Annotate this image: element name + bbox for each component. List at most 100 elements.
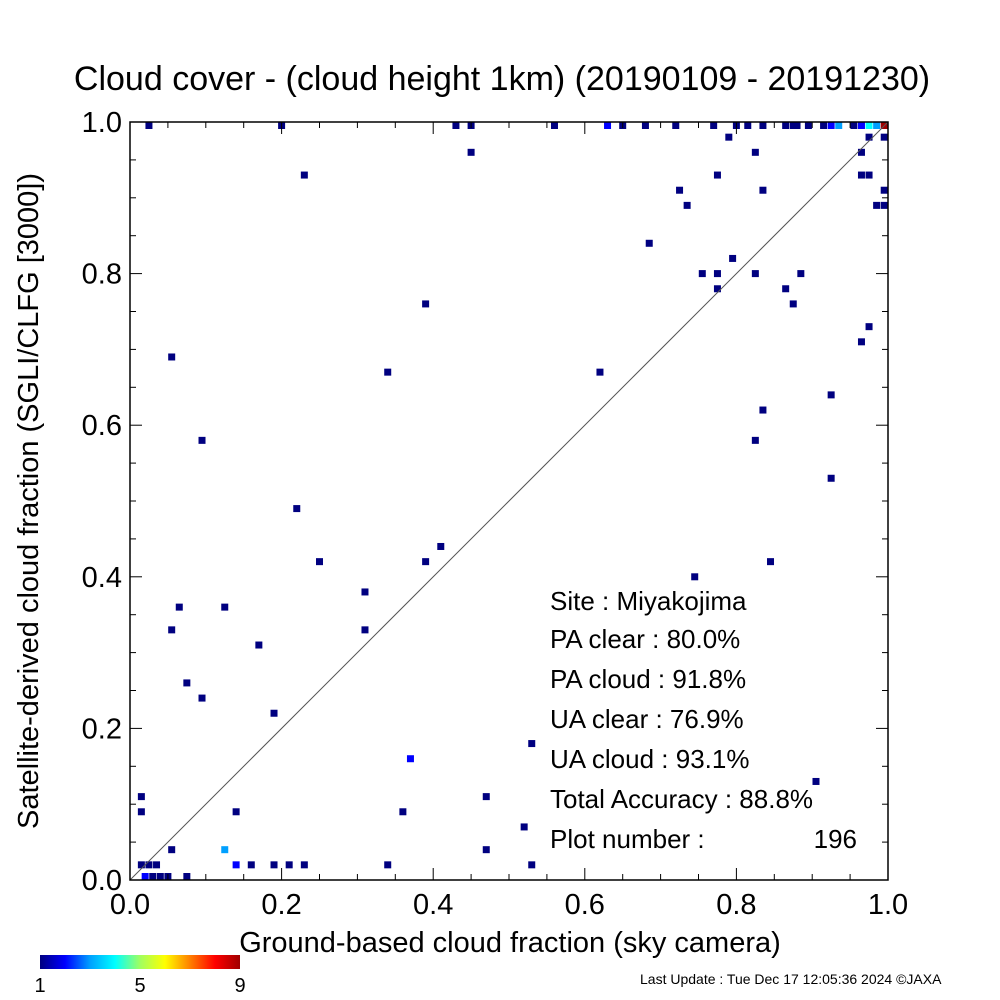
scatter-point: [467, 148, 475, 156]
scatter-point: [198, 436, 206, 444]
stats-box: Site : Miyakojima PA clear : 80.0% PA cl…: [550, 586, 857, 854]
scatter-point: [183, 679, 191, 687]
scatter-point: [880, 133, 888, 141]
scatter-point: [713, 270, 721, 278]
scatter-point: [141, 873, 149, 880]
stats-site: Site : Miyakojima: [550, 586, 747, 616]
scatter-point: [759, 406, 767, 414]
scatter-point: [406, 755, 414, 763]
scatter-point: [255, 641, 263, 649]
scatter-point: [793, 122, 801, 129]
scatter-point: [744, 122, 752, 129]
scatter-point: [300, 861, 308, 869]
scatter-point: [361, 626, 369, 634]
scatter-point: [232, 861, 240, 869]
last-update-text: Last Update : Tue Dec 17 12:05:36 2024 ©…: [640, 971, 942, 987]
stats-ua-clear: UA clear : 76.9%: [550, 704, 744, 734]
scatter-point: [865, 171, 873, 179]
scatter-point: [751, 148, 759, 156]
scatter-point: [873, 201, 881, 209]
scatter-point: [782, 285, 790, 293]
scatter-point: [149, 873, 157, 880]
scatter-point: [145, 861, 153, 869]
scatter-point: [850, 122, 858, 129]
scatter-point: [361, 588, 369, 596]
scatter-point: [232, 808, 240, 816]
y-tick-label: 0.8: [82, 259, 122, 291]
colorbar-ticks: 1 5 9: [34, 975, 245, 997]
x-tick-label: 0.6: [565, 889, 605, 921]
scatter-point: [672, 122, 680, 129]
scatter-point: [789, 122, 797, 129]
scatter-point: [384, 861, 392, 869]
stats-plot-number-label: Plot number :: [550, 824, 705, 854]
scatter-point: [528, 861, 536, 869]
stats-ua-cloud: UA cloud : 93.1%: [550, 744, 749, 774]
scatter-point: [713, 285, 721, 293]
scatter-point: [596, 368, 604, 376]
scatter-point: [528, 740, 536, 748]
scatter-point: [399, 808, 407, 816]
x-tick-label: 0.2: [261, 889, 301, 921]
scatter-point: [683, 201, 691, 209]
x-tick-label: 0.4: [413, 889, 453, 921]
scatter-point: [865, 133, 873, 141]
y-tick-label: 0.0: [82, 865, 122, 897]
scatter-point: [857, 148, 865, 156]
scatter-point: [827, 391, 835, 399]
scatter-point: [865, 122, 873, 129]
scatter-point: [645, 239, 653, 247]
stats-total-accuracy: Total Accuracy : 88.8%: [550, 784, 813, 814]
scatter-point: [270, 709, 278, 717]
scatter-point: [221, 603, 229, 611]
scatter-point: [641, 122, 649, 129]
scatter-point: [482, 846, 490, 854]
scatter-point: [293, 505, 301, 513]
scatter-point: [782, 122, 790, 129]
scatter-point: [550, 122, 558, 129]
scatter-point: [857, 338, 865, 346]
x-axis-label: Ground-based cloud fraction (sky camera): [239, 927, 781, 959]
scatter-point: [789, 300, 797, 308]
scatter-point: [759, 122, 767, 129]
x-tick-label: 0.8: [716, 889, 756, 921]
scatter-point: [300, 171, 308, 179]
colorbar: 1 5 9: [34, 955, 246, 997]
scatter-point: [725, 133, 733, 141]
colorbar-tick-label: 5: [134, 975, 145, 997]
scatter-point: [827, 122, 835, 129]
stats-plot-number-value: 196: [814, 824, 857, 854]
scatter-point: [384, 368, 392, 376]
stats-pa-clear: PA clear : 80.0%: [550, 624, 740, 654]
scatter-point: [137, 793, 145, 801]
scatter-point: [422, 300, 430, 308]
scatter-point: [482, 793, 490, 801]
x-tick-label: 0.0: [110, 889, 150, 921]
scatter-point: [797, 270, 805, 278]
chart-title: Cloud cover - (cloud height 1km) (201901…: [74, 60, 930, 98]
scatter-point: [713, 171, 721, 179]
y-axis-label: Satellite-derived cloud fraction (SGLI/C…: [13, 173, 45, 829]
scatter-point: [183, 873, 191, 880]
scatter-point: [145, 122, 153, 129]
scatter-point: [857, 122, 865, 129]
one-to-one-line: [129, 121, 889, 881]
scatter-point: [804, 122, 812, 129]
scatter-point: [168, 846, 176, 854]
stats-pa-cloud: PA cloud : 91.8%: [550, 664, 746, 694]
scatter-point: [880, 201, 888, 209]
scatter-point: [452, 122, 460, 129]
scatter-point: [247, 861, 255, 869]
scatter-point: [437, 542, 445, 550]
scatter-point: [835, 122, 843, 129]
ticks-layer: 0.0 0.2 0.4 0.6 0.8 1.0 0.0 0.2 0.4 0.6 0.8 1.0: [82, 107, 908, 921]
scatter-point: [873, 122, 881, 129]
scatter-point: [270, 861, 278, 869]
scatter-point: [767, 558, 775, 566]
scatter-point: [175, 603, 183, 611]
scatter-point: [156, 873, 164, 880]
scatter-point: [751, 270, 759, 278]
scatter-point: [604, 122, 612, 129]
